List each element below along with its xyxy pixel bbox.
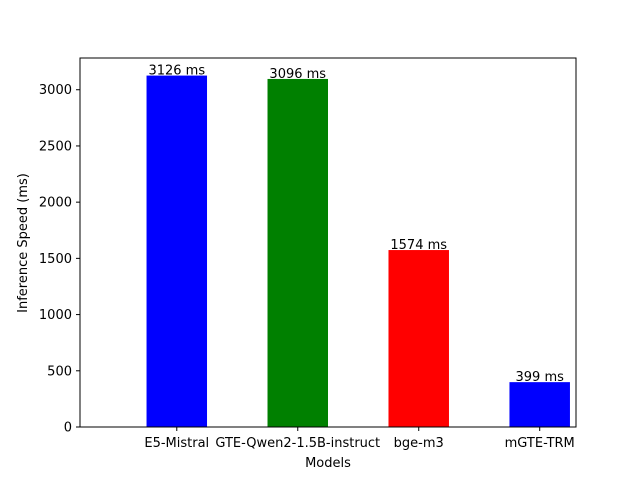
bar-bge-m3 (388, 250, 449, 427)
x-tick-label: mGTE-TRM (505, 436, 575, 451)
y-tick-label: 3000 (39, 83, 72, 98)
bar-mgte-trm (509, 382, 570, 427)
y-tick-label: 1500 (39, 252, 72, 267)
data-label: 3126 ms (148, 64, 205, 79)
y-axis-title: Inference Speed (ms) (16, 173, 31, 313)
data-label: 1574 ms (390, 238, 447, 253)
x-tick-label: E5-Mistral (144, 436, 209, 451)
x-axis-title: Models (305, 456, 351, 471)
y-tick-label: 0 (64, 421, 72, 436)
y-tick-label: 500 (47, 364, 72, 379)
y-tick-label: 2000 (39, 196, 72, 211)
y-tick-label: 2500 (39, 139, 72, 154)
data-label: 3096 ms (269, 67, 326, 82)
data-label: 399 ms (516, 370, 565, 385)
x-tick-label: GTE-Qwen2-1.5B-instruct (215, 436, 380, 451)
axes-layer: 0 500 1000 1500 2000 2500 3000 E5-Mistral GTE-Qw… (39, 57, 577, 451)
data-labels-layer: 3126 ms 3096 ms 1574 ms 399 ms (148, 64, 564, 386)
plot-frame (79, 57, 577, 428)
bar-gte-qwen2-1-5b-instruct (267, 78, 328, 427)
bars-layer (146, 75, 570, 428)
y-tick-label: 1000 (39, 308, 72, 323)
x-tick-label: bge-m3 (394, 436, 444, 451)
bar-e5-mistral (146, 75, 208, 428)
